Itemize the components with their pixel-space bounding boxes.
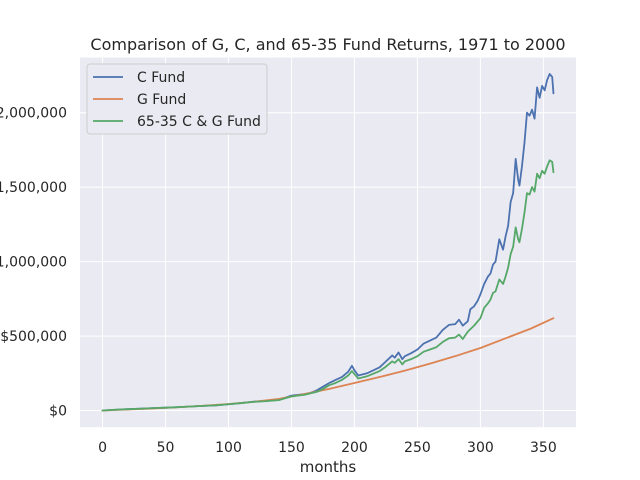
x-tick-label: 300: [467, 440, 494, 456]
y-tick-label: $0: [49, 404, 67, 420]
y-tick-label: 1,000,000: [0, 255, 67, 271]
legend-label-0: C Fund: [137, 70, 185, 86]
legend-box: [86, 63, 268, 135]
x-tick-label: 350: [530, 440, 557, 456]
x-axis-label: months: [300, 458, 357, 476]
x-tick-label: 250: [404, 440, 431, 456]
y-axis-ticks: $0 $500,000 1,000,000 1,500,000 2,000,000: [0, 106, 67, 420]
legend-label-2: 65-35 C & G Fund: [137, 114, 261, 130]
y-tick-label: $500,000: [0, 329, 67, 345]
series-lines: [101, 73, 555, 412]
x-tick-label: 150: [278, 440, 305, 456]
x-tick-label: 100: [215, 440, 242, 456]
chart-title: Comparison of G, C, and 65-35 Fund Retur…: [90, 35, 565, 54]
x-axis-ticks: 0 50 100 150 200 250 300 350: [98, 440, 557, 456]
x-tick-label: 200: [341, 440, 368, 456]
legend: C Fund G Fund 65-35 C & G Fund: [86, 63, 268, 135]
series-line-2: [101, 159, 555, 412]
x-tick-label: 0: [98, 440, 107, 456]
x-tick-label: 50: [157, 440, 175, 456]
y-tick-label: 2,000,000: [0, 106, 67, 122]
legend-label-1: G Fund: [137, 92, 186, 108]
y-tick-label: 1,500,000: [0, 180, 67, 196]
